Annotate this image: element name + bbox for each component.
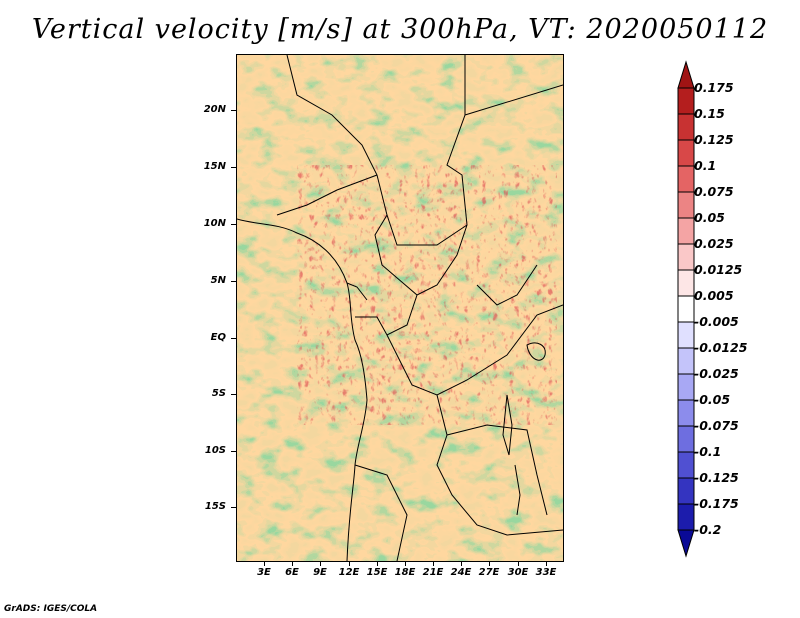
colorbar-label: 0.125 (694, 132, 734, 147)
lon-label: 27E (478, 567, 500, 578)
lon-tick (546, 562, 547, 566)
lat-label: 5S (211, 388, 226, 399)
lon-label: 9E (313, 567, 327, 578)
credit-text: GrADS: IGES/COLA (4, 604, 98, 614)
lon-label: 6E (285, 567, 299, 578)
colorbar-label: -0.05 (694, 392, 731, 407)
lon-tick (377, 562, 378, 566)
colorbar-segment (677, 191, 695, 219)
colorbar-label: -0.025 (694, 366, 739, 381)
convective-hotspots (297, 165, 557, 425)
colorbar-label: 0.075 (694, 184, 734, 199)
lat-tick (231, 394, 236, 395)
colorbar-segment (677, 347, 695, 375)
lat-tick (231, 167, 236, 168)
lon-tick (292, 562, 293, 566)
lat-tick (231, 224, 236, 225)
colorbar-segment (677, 243, 695, 271)
lat-label: 10S (204, 445, 226, 456)
colorbar-label: 0.0125 (694, 262, 743, 277)
lon-tick (518, 562, 519, 566)
colorbar-label: 0.005 (694, 288, 734, 303)
lon-label: 21E (422, 567, 444, 578)
colorbar-segment (677, 295, 695, 323)
lon-tick (320, 562, 321, 566)
lon-tick (461, 562, 462, 566)
colorbar-segment (677, 217, 695, 245)
lat-label: 5N (210, 275, 226, 286)
colorbar-top-arrow (677, 60, 695, 89)
lon-tick (264, 562, 265, 566)
colorbar (677, 60, 695, 558)
colorbar-segment (677, 113, 695, 141)
map-panel (236, 54, 564, 562)
colorbar-label: -0.125 (694, 470, 739, 485)
coastline (237, 218, 368, 561)
colorbar-segment (677, 269, 695, 297)
lakes (502, 342, 546, 516)
colorbar-segment (677, 139, 695, 167)
colorbar-label: -0.2 (694, 522, 722, 537)
colorbar-segment (677, 503, 695, 531)
colorbar-label: -0.075 (694, 418, 739, 433)
map-field-svg (237, 55, 563, 561)
lat-tick (231, 451, 236, 452)
colorbar-segment (677, 425, 695, 453)
colorbar-label: -0.1 (694, 444, 722, 459)
colorbar-segment (677, 451, 695, 479)
lat-tick (231, 110, 236, 111)
colorbar-label: 0.15 (694, 106, 725, 121)
colorbar-label: 0.025 (694, 236, 734, 251)
lat-tick (231, 281, 236, 282)
lat-label: 20N (203, 104, 226, 115)
colorbar-segment (677, 321, 695, 349)
colorbar-label: -0.175 (694, 496, 739, 511)
lon-tick (489, 562, 490, 566)
colorbar-segment (677, 165, 695, 193)
lon-label: 30E (507, 567, 529, 578)
colorbar-segment (677, 87, 695, 115)
colorbar-segment (677, 399, 695, 427)
lon-label: 12E (338, 567, 360, 578)
country-borders (276, 55, 563, 561)
lon-tick (405, 562, 406, 566)
lat-label: 15N (203, 161, 226, 172)
lon-label: 24E (450, 567, 472, 578)
colorbar-label: 0.175 (694, 80, 734, 95)
colorbar-segment (677, 477, 695, 505)
colorbar-label: 0.05 (694, 210, 725, 225)
colorbar-label: -0.0125 (694, 340, 748, 355)
lat-tick (231, 507, 236, 508)
lat-tick (231, 338, 236, 339)
lon-tick (349, 562, 350, 566)
colorbar-label: 0.1 (694, 158, 717, 173)
lon-label: 33E (535, 567, 557, 578)
lon-label: 18E (394, 567, 416, 578)
colorbar-label: -0.005 (694, 314, 739, 329)
lon-label: 15E (366, 567, 388, 578)
colorbar-bottom-arrow (677, 529, 695, 558)
chart-title: Vertical velocity [m/s] at 300hPa, VT: 2… (31, 14, 769, 45)
lat-label: 10N (203, 218, 226, 229)
lon-tick (433, 562, 434, 566)
lat-label: EQ (210, 332, 226, 343)
lon-label: 3E (257, 567, 271, 578)
lat-label: 15S (204, 501, 226, 512)
colorbar-segment (677, 373, 695, 401)
